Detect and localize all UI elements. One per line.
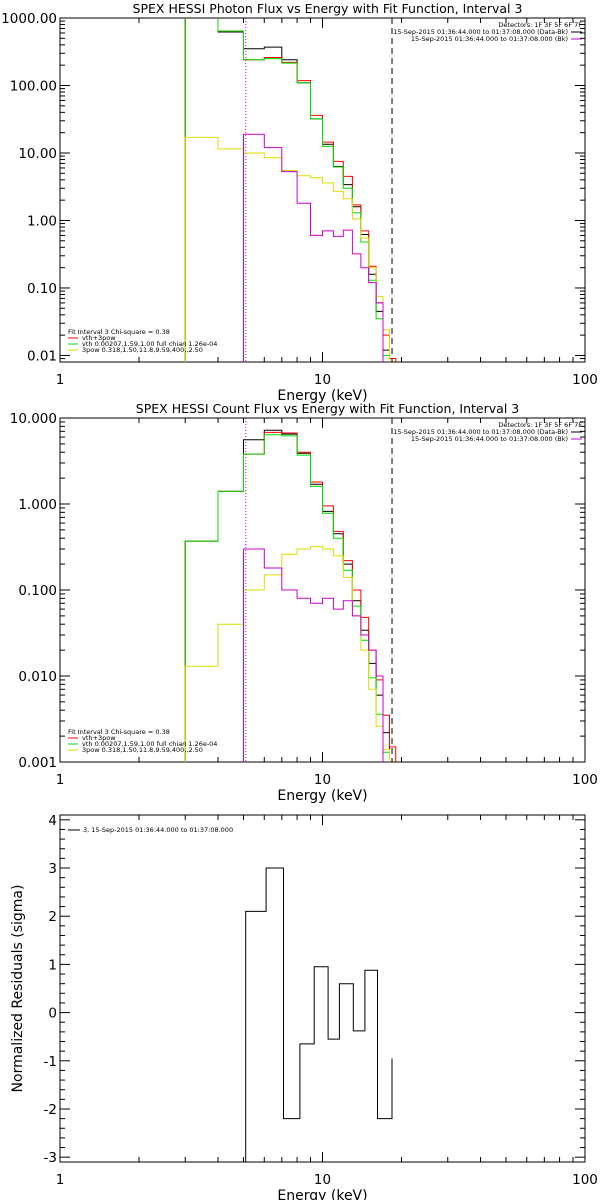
- y-tick-label: 4: [48, 813, 57, 829]
- series-line-1: [245, 867, 393, 1162]
- fit-legend-entry-label: vth+3pow: [82, 734, 116, 742]
- chart-panel-3: 1 10 100 Energy (keV) -3 -2 -1 0 1 2 3 4 Normalized …: [10, 813, 598, 1200]
- series-line-3: [184, 434, 390, 762]
- y-tick-label: 2: [48, 909, 57, 925]
- x-axis-label: Energy (keV): [277, 1188, 367, 1200]
- legend-entry-label: 15-Sep-2015 01:36:44.000 to 01:37:08.000…: [393, 428, 568, 436]
- series-line-2: [184, 431, 397, 762]
- x-tick-label: 100: [572, 372, 598, 388]
- fit-legend-title: Fit Interval 3 Chi-square = 0.38: [68, 328, 170, 336]
- y-tick-label: 0.010: [18, 669, 57, 685]
- x-axis-label: Energy (keV): [277, 388, 367, 404]
- series-line-3: [184, 18, 390, 362]
- series-line-1: [184, 429, 390, 762]
- y-tick-label: -2: [44, 1102, 57, 1118]
- fit-legend-entry-label: 3pow 0.318,1.50,11.8,9.59,400.,2.50: [82, 346, 203, 354]
- legend-entry-label: 15-Sep-2015 01:36:44.000 to 01:37:08.000…: [393, 28, 568, 36]
- y-tick-label: 1000.00: [1, 11, 57, 27]
- legend-entry-label: 15-Sep-2015 01:36:44.000 to 01:37:08.000…: [411, 435, 568, 443]
- x-tick-label: 100: [572, 1172, 598, 1188]
- y-tick-label: -1: [44, 1054, 57, 1070]
- plot-frame: [59, 814, 586, 1163]
- y-tick-label: 1: [48, 957, 57, 973]
- series-line-2: [184, 18, 397, 362]
- x-tick-label: 1: [56, 1172, 65, 1188]
- fit-legend-entry-label: vth 0.00207,1.59,1.00 full chian 1.26e-0…: [82, 340, 217, 348]
- legend-title: Detectors: 1F 3F 5F 6F 7F: [498, 21, 582, 29]
- chart-panel-2: SPEX HESSI Count Flux vs Energy with Fit…: [10, 401, 598, 804]
- legend-entry-label: 3, 15-Sep-2015 01:36:44.000 to 01:37:08.…: [83, 826, 233, 834]
- y-tick-label: 10.00: [18, 146, 57, 162]
- plot-frame: [59, 17, 586, 363]
- series-line-4: [184, 546, 390, 762]
- fit-legend-entry-label: vth 0.00207,1.59,1.00 full chian 1.26e-0…: [82, 740, 217, 748]
- legend-entry-label: 15-Sep-2015 01:36:44.000 to 01:37:08.000…: [411, 35, 568, 43]
- chart-title: SPEX HESSI Photon Flux vs Energy with Fi…: [133, 1, 523, 16]
- x-tick-label: 100: [572, 772, 598, 788]
- y-tick-label: 3: [48, 861, 57, 877]
- fit-legend-title: Fit Interval 3 Chi-square = 0.38: [68, 728, 170, 736]
- fit-legend-entry-label: 3pow 0.318,1.50,11.8,9.59,400.,2.50: [82, 746, 203, 754]
- y-tick-label: 100.00: [10, 78, 57, 94]
- series-line-1: [184, 18, 390, 362]
- x-tick-label: 1: [56, 772, 65, 788]
- chart-title: SPEX HESSI Count Flux vs Energy with Fit…: [136, 401, 519, 416]
- y-tick-label: 10.000: [10, 411, 57, 427]
- y-tick-label: 1.000: [18, 497, 57, 513]
- y-tick-label: 0: [48, 1006, 57, 1022]
- y-tick-label: 0.01: [27, 348, 57, 364]
- chart-panel-1: SPEX HESSI Photon Flux vs Energy with Fi…: [1, 1, 598, 404]
- x-axis-label: Energy (keV): [277, 788, 367, 804]
- series-line-4: [184, 136, 390, 362]
- y-tick-label: 0.100: [18, 583, 57, 599]
- series-line-5: [243, 133, 384, 362]
- x-tick-label: 10: [314, 1172, 331, 1188]
- x-tick-label: 10: [314, 772, 331, 788]
- legend-title: Detectors: 1F 3F 5F 6F 7F: [498, 421, 582, 429]
- x-tick-label: 10: [314, 372, 331, 388]
- series-line-5: [243, 548, 384, 762]
- y-tick-label: -3: [44, 1150, 57, 1166]
- y-tick-label: 1.00: [27, 213, 57, 229]
- y-axis-label: Normalized Residuals (sigma): [10, 885, 26, 1093]
- plot-frame: [59, 417, 586, 763]
- y-tick-label: 0.001: [18, 755, 57, 771]
- fit-legend-entry-label: vth+3pow: [82, 334, 116, 342]
- x-tick-label: 1: [56, 372, 65, 388]
- y-tick-label: 0.10: [27, 281, 57, 297]
